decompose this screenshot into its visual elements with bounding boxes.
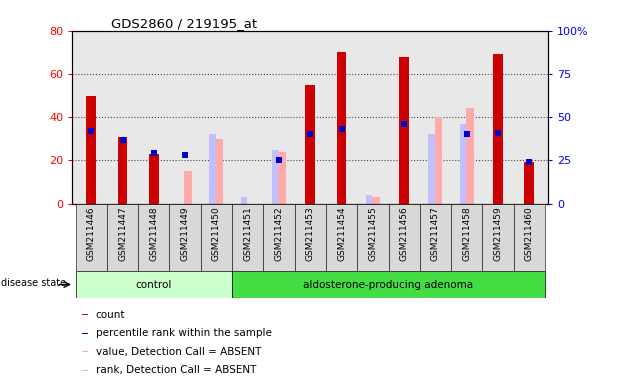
Point: [399, 121, 410, 127]
Bar: [232, 204, 263, 271]
Bar: [76, 204, 107, 271]
Point: [336, 126, 346, 132]
Point: [180, 152, 190, 158]
Bar: [149, 154, 159, 204]
Bar: [86, 96, 96, 204]
Bar: [263, 204, 295, 271]
Bar: [209, 134, 216, 204]
Text: GSM211453: GSM211453: [306, 206, 315, 261]
Text: count: count: [96, 310, 125, 320]
Text: GSM211448: GSM211448: [149, 206, 158, 261]
Bar: [366, 195, 372, 204]
Text: GSM211449: GSM211449: [181, 206, 190, 261]
Bar: [82, 370, 88, 371]
Bar: [169, 204, 201, 271]
Text: GSM211450: GSM211450: [212, 206, 221, 261]
Bar: [241, 197, 247, 204]
Bar: [185, 171, 192, 204]
Bar: [201, 204, 232, 271]
Point: [86, 128, 96, 134]
Bar: [389, 204, 420, 271]
Bar: [466, 109, 474, 204]
Text: GSM211456: GSM211456: [399, 206, 409, 261]
Bar: [524, 162, 534, 204]
Text: GDS2860 / 219195_at: GDS2860 / 219195_at: [110, 17, 256, 30]
Bar: [118, 137, 127, 204]
Text: aldosterone-producing adenoma: aldosterone-producing adenoma: [304, 280, 474, 290]
Point: [274, 157, 284, 164]
Bar: [295, 204, 326, 271]
Text: GSM211452: GSM211452: [275, 206, 284, 261]
Point: [305, 131, 315, 137]
Text: GSM211458: GSM211458: [462, 206, 471, 261]
Bar: [278, 152, 286, 204]
Bar: [82, 314, 88, 315]
Bar: [435, 117, 442, 204]
Bar: [483, 204, 513, 271]
Bar: [76, 271, 232, 298]
Bar: [460, 124, 466, 204]
Text: percentile rank within the sample: percentile rank within the sample: [96, 328, 272, 338]
Text: GSM211457: GSM211457: [431, 206, 440, 261]
Bar: [420, 204, 451, 271]
Bar: [357, 204, 389, 271]
Bar: [513, 204, 545, 271]
Text: GSM211459: GSM211459: [493, 206, 503, 261]
Bar: [306, 85, 315, 204]
Bar: [428, 134, 435, 204]
Text: control: control: [135, 280, 172, 290]
Bar: [372, 197, 380, 204]
Bar: [493, 55, 503, 204]
Text: GSM211460: GSM211460: [525, 206, 534, 261]
Text: GSM211451: GSM211451: [243, 206, 252, 261]
Text: disease state: disease state: [1, 278, 67, 288]
Bar: [399, 56, 409, 204]
Text: GSM211446: GSM211446: [87, 206, 96, 261]
Bar: [451, 204, 483, 271]
Bar: [107, 204, 138, 271]
Bar: [326, 204, 357, 271]
Point: [117, 137, 127, 143]
Text: GSM211455: GSM211455: [369, 206, 377, 261]
Bar: [272, 149, 278, 204]
Point: [493, 130, 503, 136]
Bar: [82, 351, 88, 353]
Bar: [138, 204, 169, 271]
Text: rank, Detection Call = ABSENT: rank, Detection Call = ABSENT: [96, 366, 256, 376]
Point: [462, 131, 472, 137]
Bar: [336, 52, 346, 204]
Bar: [232, 271, 545, 298]
Point: [524, 159, 534, 165]
Text: value, Detection Call = ABSENT: value, Detection Call = ABSENT: [96, 347, 261, 357]
Text: GSM211447: GSM211447: [118, 206, 127, 261]
Bar: [215, 139, 224, 204]
Text: GSM211454: GSM211454: [337, 206, 346, 261]
Bar: [82, 333, 88, 334]
Point: [149, 151, 159, 157]
